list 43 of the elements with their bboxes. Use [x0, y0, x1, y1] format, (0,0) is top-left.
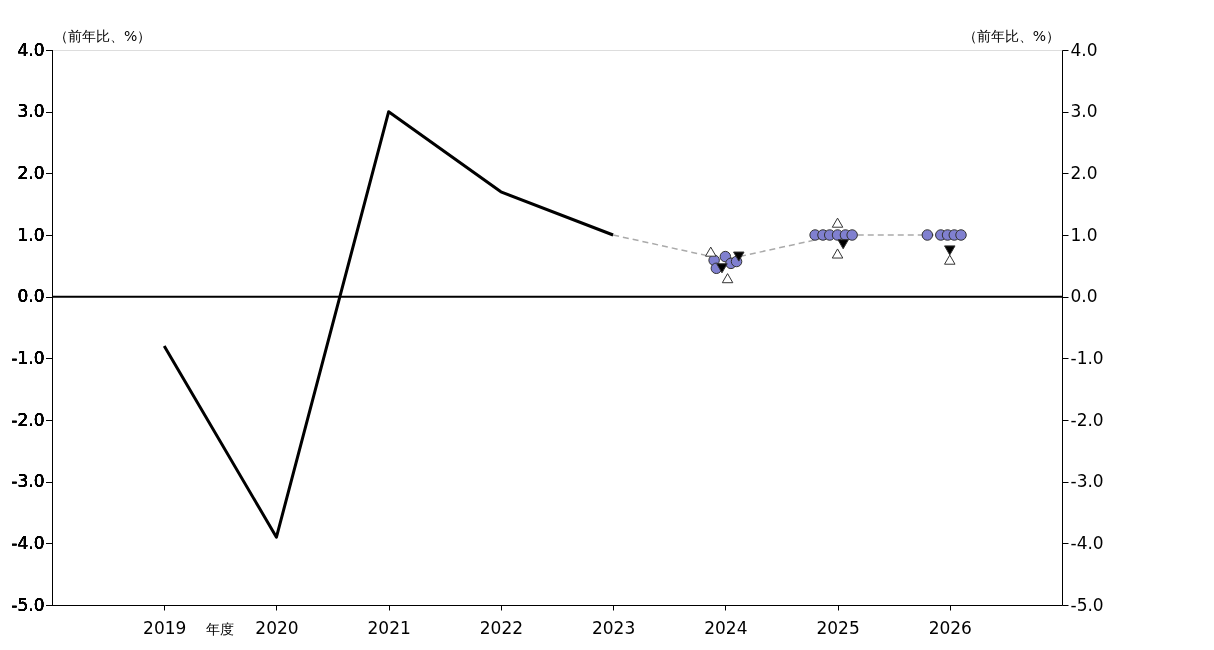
y2-tick-label: -4.0 — [1070, 532, 1104, 553]
y2-tick-label: -3.0 — [1070, 471, 1104, 492]
point — [955, 229, 967, 241]
x-axis-title: 年度 — [206, 621, 235, 637]
x-tick-label: 2024 — [704, 617, 748, 638]
x-tick-label: 2022 — [479, 617, 524, 638]
y2-tick-label: 3.0 — [1070, 101, 1098, 122]
x-tick-label: 2021 — [367, 617, 411, 638]
y-tick-label: -2.0 — [11, 409, 45, 430]
y2-tick-label: -5.0 — [1070, 594, 1104, 615]
y-axis-title: （前年比、%） — [54, 28, 152, 44]
y-tick-label: 4.0 — [17, 39, 45, 60]
y-tick-label: -3.0 — [11, 471, 45, 492]
point — [831, 217, 844, 228]
point — [831, 248, 844, 259]
point — [846, 229, 858, 241]
x-tick-label: 2019 — [143, 617, 187, 638]
y-tick-label: 0.0 — [17, 286, 45, 307]
x-tick-label: 2020 — [255, 617, 299, 638]
y2-tick-label: 4.0 — [1070, 39, 1098, 60]
y-tick-label: 1.0 — [17, 224, 45, 245]
point — [705, 246, 717, 257]
point — [837, 239, 849, 250]
y2-tick-label: 2.0 — [1070, 162, 1098, 183]
point — [721, 273, 734, 284]
y-tick-label: -5.0 — [11, 594, 45, 615]
point — [944, 254, 956, 265]
y-tick-label: -1.0 — [11, 347, 45, 368]
point — [944, 245, 956, 256]
x-tick-label: 2026 — [928, 617, 972, 638]
x-tick-label: 2023 — [591, 617, 636, 638]
y-tick-label: 2.0 — [17, 162, 45, 183]
x-tick-label: 2025 — [816, 617, 860, 638]
point — [921, 229, 934, 241]
y2-tick-label: 0.0 — [1070, 286, 1098, 307]
y2-tick-label: 1.0 — [1070, 224, 1098, 245]
y-tick-label: 3.0 — [17, 101, 45, 122]
y2-tick-label: -1.0 — [1070, 347, 1104, 368]
point — [733, 251, 745, 262]
y2-tick-label: -2.0 — [1070, 409, 1104, 430]
point — [716, 263, 728, 274]
y-tick-label: -4.0 — [11, 532, 45, 553]
y2-axis-title: （前年比、%） — [962, 28, 1060, 44]
